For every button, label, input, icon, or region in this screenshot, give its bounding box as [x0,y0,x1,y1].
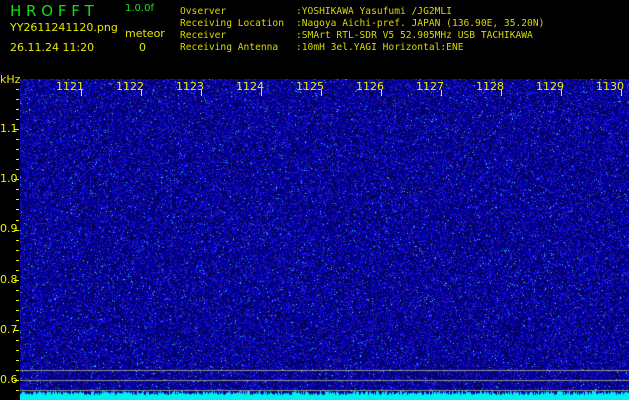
x-tick [201,90,202,96]
info-antenna-label: Receiving Antenna [180,42,278,54]
y-tick [16,169,19,170]
x-tick [621,90,622,96]
y-tick-label: 0.9 [0,222,18,235]
x-tick [141,90,142,96]
y-tick [16,320,19,321]
y-tick [16,250,19,251]
y-tick [16,270,19,271]
x-tick [441,90,442,96]
version: 1.0.0f [125,3,154,14]
app-title: H R O F F T [10,2,94,20]
datetime: 26.11.24 11:20 [10,41,94,54]
x-tick [501,90,502,96]
y-tick [16,89,19,90]
x-tick-label: 1122 [116,80,144,93]
y-tick [16,350,19,351]
y-tick [16,340,19,341]
x-tick-label: 1121 [56,80,84,93]
info-observer-label: Ovserver [180,6,226,18]
y-tick [16,149,19,150]
y-tick [16,300,19,301]
y-tick [16,119,19,120]
y-tick [16,290,19,291]
info-observer-value: :YOSHIKAWA Yasufumi /JG2MLI [296,6,452,18]
y-tick [14,380,19,381]
unit-label: kHz [0,73,20,86]
meteor-count: 0 [139,41,146,54]
spectrogram [20,79,629,400]
y-tick [16,199,19,200]
y-tick [16,240,19,241]
y-tick [16,370,19,371]
y-tick [16,310,19,311]
y-tick [14,230,19,231]
y-tick [16,159,19,160]
y-tick [16,189,19,190]
x-tick-label: 1128 [476,80,504,93]
info-receiver-value: :SMArt RTL-SDR V5 52.905MHz USB TACHIKAW… [296,30,533,42]
y-tick [16,360,19,361]
x-tick [81,90,82,96]
info-location-value: :Nagoya Aichi-pref. JAPAN (136.90E, 35.2… [296,18,544,30]
x-tick-label: 1124 [236,80,264,93]
y-tick [16,390,19,391]
x-tick-label: 1127 [416,80,444,93]
y-tick [14,280,19,281]
x-tick [261,90,262,96]
filename: YY2611241120.png [10,21,118,34]
info-location-label: Receiving Location [180,18,284,30]
y-tick [16,139,19,140]
x-tick-label: 1123 [176,80,204,93]
y-tick [16,209,19,210]
y-tick [14,129,19,130]
x-tick [561,90,562,96]
x-tick [321,90,322,96]
meteor-label: meteor [125,27,165,40]
y-tick [16,260,19,261]
y-tick [16,99,19,100]
y-tick [16,109,19,110]
y-tick [14,179,19,180]
info-antenna-value: :10mH 3el.YAGI Horizontal:ENE [296,42,464,54]
x-tick [381,90,382,96]
y-tick [14,330,19,331]
x-tick-label: 1125 [296,80,324,93]
info-receiver-label: Receiver [180,30,226,42]
y-tick [16,220,19,221]
x-tick-label: 1129 [536,80,564,93]
x-tick-label: 1126 [356,80,384,93]
x-tick-label: 1130 [596,80,624,93]
